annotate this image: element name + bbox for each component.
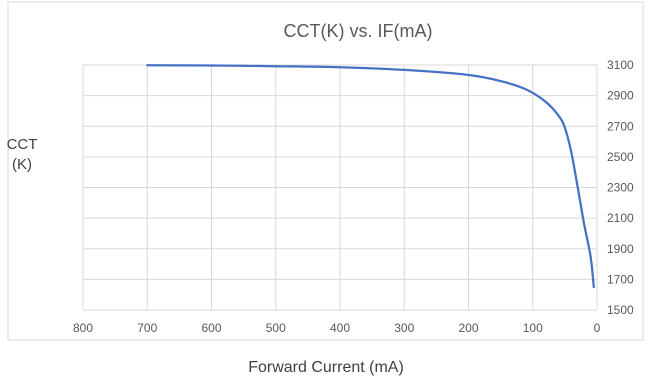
x-axis-label: Forward Current (mA) <box>248 359 404 376</box>
x-tick-labels: 800 700 600 500 400 300 200 100 0 <box>73 321 601 335</box>
x-tick-label: 300 <box>394 321 414 335</box>
y-axis-label-line-1: CCT <box>6 136 38 153</box>
x-tick-label: 600 <box>201 321 221 335</box>
y-tick-label: 3100 <box>607 58 634 72</box>
y-axis-label: CCT (K) <box>0 135 44 175</box>
y-tick-label: 2500 <box>607 150 634 164</box>
x-tick-label: 400 <box>330 321 350 335</box>
x-tick-label: 500 <box>266 321 286 335</box>
y-tick-label: 1900 <box>607 242 634 256</box>
series-line <box>146 64 595 289</box>
x-tick-label: 0 <box>594 321 601 335</box>
y-axis-label-line-2: (K) <box>12 156 32 173</box>
y-tick-label: 2100 <box>607 211 634 225</box>
series-lines <box>146 64 595 289</box>
chart-border <box>7 1 644 341</box>
x-tick-label: 700 <box>137 321 157 335</box>
x-tick-label: 200 <box>458 321 478 335</box>
y-tick-label: 1500 <box>607 303 634 317</box>
y-tick-label: 2700 <box>607 119 634 133</box>
y-tick-label: 2900 <box>607 89 634 103</box>
x-tick-label: 800 <box>73 321 93 335</box>
chart-title: CCT(K) vs. IF(mA) <box>284 21 433 41</box>
gridlines <box>82 64 598 311</box>
y-tick-labels: 1500 1700 1900 2100 2300 2500 2700 2900 3100 <box>607 58 634 317</box>
x-tick-label: 100 <box>523 321 543 335</box>
y-tick-label: 1700 <box>607 272 634 286</box>
y-tick-label: 2300 <box>607 181 634 195</box>
